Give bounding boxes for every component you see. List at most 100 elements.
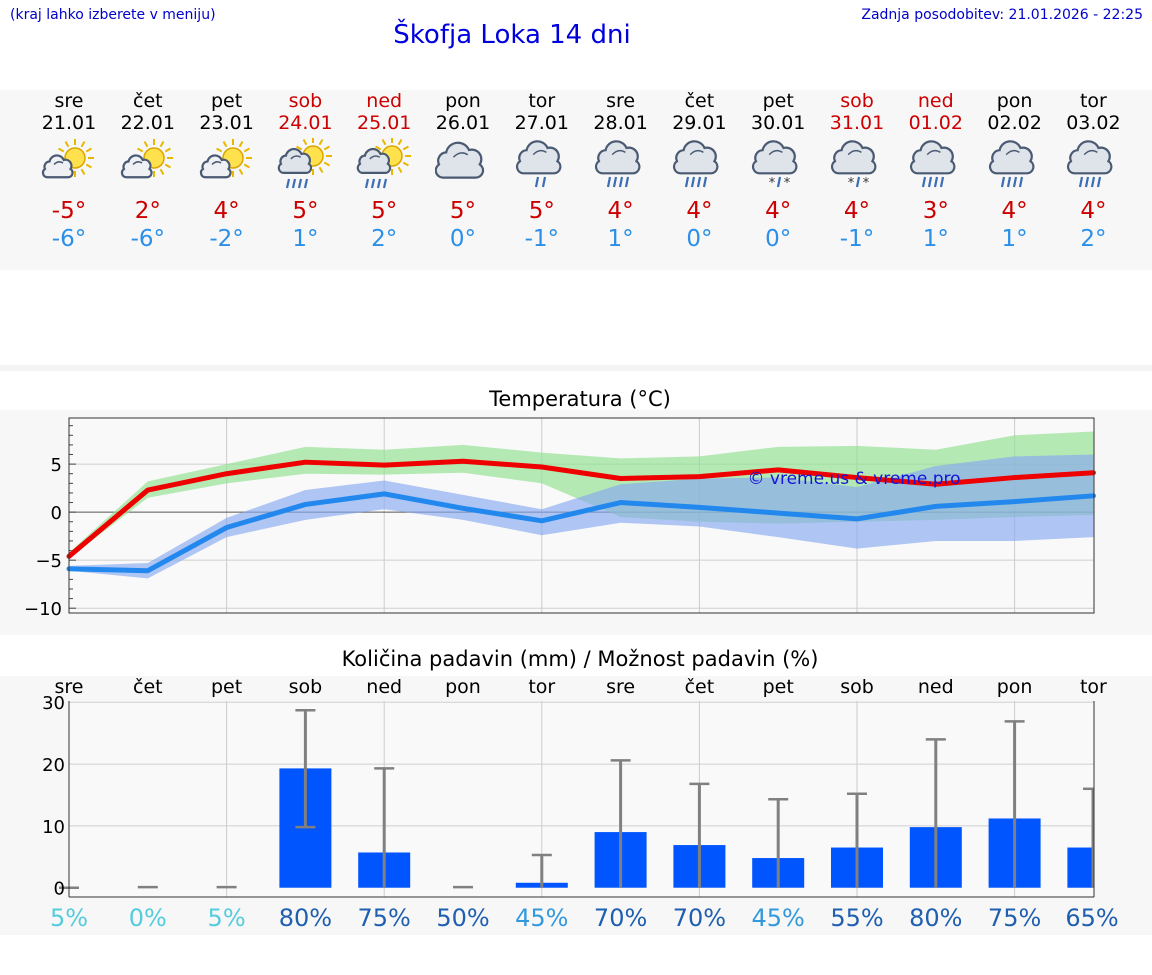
- day-date: 29.01: [672, 112, 727, 134]
- y-tick-label: 20: [42, 755, 65, 776]
- day-name: čet: [133, 90, 163, 112]
- x-category-label: pon: [445, 676, 481, 698]
- day-forecast: tor 03.02 4° 2°: [1058, 90, 1128, 253]
- y-tick-label: 0: [54, 879, 65, 900]
- min-temperature: -6°: [130, 226, 166, 252]
- min-temperature: 0°: [686, 226, 713, 252]
- x-category-label: tor: [528, 676, 555, 698]
- day-date: 26.01: [435, 112, 491, 134]
- cloud-light-rain-icon: [515, 140, 562, 188]
- location-hint[interactable]: (kraj lahko izberete v meniju): [10, 7, 216, 23]
- precipitation-probability: 5%: [50, 904, 88, 932]
- cloud-rain-icon: [673, 140, 719, 188]
- day-forecast: čet 29.01 4° 0°: [664, 90, 734, 253]
- confidence-band: [69, 454, 1094, 579]
- day-name: pon: [445, 90, 481, 112]
- day-date: 28.01: [593, 112, 648, 134]
- cloud-rain-icon: [909, 140, 956, 188]
- divider: [0, 365, 1152, 371]
- precipitation-probability: 5%: [208, 904, 246, 932]
- svg-text:*: *: [848, 176, 855, 191]
- cloud-rain-icon: [988, 140, 1035, 188]
- precipitation-probability: 80%: [909, 904, 962, 932]
- last-updated: Zadnja posodobitev: 21.01.2026 - 22:25: [861, 7, 1143, 23]
- min-temperature: 0°: [765, 226, 792, 252]
- day-forecast: sob 31.01 * * 4° -1°: [822, 90, 892, 253]
- precipitation-chart-title: Količina padavin (mm) / Možnost padavin …: [341, 647, 819, 671]
- forecast-band: [0, 90, 1152, 270]
- watermark: © vreme.us & vreme.pro: [747, 469, 960, 489]
- max-temperature: 4°: [1080, 198, 1107, 224]
- y-tick-label: 10: [42, 817, 65, 838]
- day-forecast: sre 28.01 4° 1°: [586, 90, 656, 253]
- min-temperature: 1°: [922, 226, 949, 252]
- day-forecast: tor 27.01 5° -1°: [507, 90, 577, 253]
- y-tick-label: −10: [24, 599, 62, 620]
- precipitation-probability: 80%: [279, 904, 332, 932]
- day-name: sob: [840, 90, 874, 112]
- cloudy-icon: [435, 141, 485, 179]
- max-temperature: 5°: [449, 198, 477, 224]
- sun-cloud-rain-icon: [278, 138, 333, 189]
- max-temperature: 3°: [922, 198, 949, 224]
- svg-text:*: *: [784, 176, 791, 191]
- day-date: 30.01: [750, 112, 806, 134]
- min-temperature-line: [66, 491, 1096, 574]
- day-date: 03.02: [1066, 112, 1121, 134]
- min-temperature: 0°: [449, 226, 477, 252]
- cloud-sleet-icon: * *: [752, 140, 798, 191]
- day-forecast: ned 25.01 5° 2°: [349, 90, 419, 253]
- day-forecast: pet 23.01 4° -2°: [192, 90, 262, 253]
- cloud-rain-icon: [594, 140, 641, 188]
- day-date: 21.01: [41, 112, 97, 134]
- day-forecast: ned 01.02 3° 1°: [901, 90, 971, 253]
- day-forecast: pet 30.01 * * 4° 0°: [743, 90, 813, 253]
- y-tick-label: 5: [51, 455, 62, 476]
- y-tick-label: −5: [35, 551, 62, 572]
- max-temperature: 5°: [371, 198, 398, 224]
- day-date: 24.01: [278, 112, 333, 134]
- sun-partly-cloudy-icon: [41, 139, 94, 179]
- day-name: sre: [54, 90, 84, 112]
- day-name: sob: [288, 90, 323, 112]
- min-temperature: -1°: [839, 226, 875, 252]
- min-temperature: 2°: [371, 226, 398, 252]
- day-date: 23.01: [199, 112, 254, 134]
- day-name: ned: [917, 90, 954, 112]
- max-temperature: 4°: [843, 198, 871, 224]
- precipitation-probability: 45%: [752, 904, 805, 932]
- day-forecast: čet 22.01 2° -6°: [113, 90, 183, 253]
- max-temperature: 4°: [686, 198, 713, 224]
- max-temperature: 5°: [292, 198, 319, 224]
- sun-partly-cloudy-icon: [199, 139, 252, 179]
- day-forecast: pon 26.01 5° 0°: [428, 90, 498, 253]
- x-category-label: sob: [289, 676, 323, 698]
- day-name: čet: [684, 90, 715, 112]
- page-title: Škofja Loka 14 dni: [393, 20, 631, 50]
- max-temperature: 5°: [528, 198, 555, 224]
- max-temperature: 2°: [134, 198, 161, 224]
- day-forecast: sre 21.01 -5° -6°: [34, 90, 104, 253]
- day-name: pon: [996, 90, 1033, 112]
- day-date: 01.02: [908, 112, 963, 134]
- temperature-chart-title: Temperatura (°C): [489, 387, 671, 411]
- x-category-label: sob: [840, 676, 874, 698]
- x-category-label: ned: [366, 676, 402, 698]
- min-temperature: -6°: [51, 226, 87, 252]
- day-date: 25.01: [356, 112, 412, 134]
- day-date: 31.01: [829, 112, 885, 134]
- day-forecast: pon 02.02 4° 1°: [980, 90, 1050, 253]
- sun-cloud-rain-icon: [356, 138, 412, 189]
- max-temperature: 4°: [213, 198, 240, 224]
- precipitation-bar: [1067, 847, 1094, 888]
- cloud-sleet-icon: * *: [830, 140, 877, 191]
- plot-frame: [68, 417, 1095, 614]
- day-date: 22.01: [120, 112, 175, 134]
- x-category-label: tor: [1080, 676, 1107, 698]
- sun-partly-cloudy-icon: [120, 139, 173, 179]
- max-temperature: 4°: [765, 198, 792, 224]
- y-tick-label: 30: [42, 693, 65, 714]
- max-temperature: 4°: [607, 198, 634, 224]
- precipitation-probability: 70%: [594, 904, 647, 932]
- day-name: tor: [1079, 90, 1107, 112]
